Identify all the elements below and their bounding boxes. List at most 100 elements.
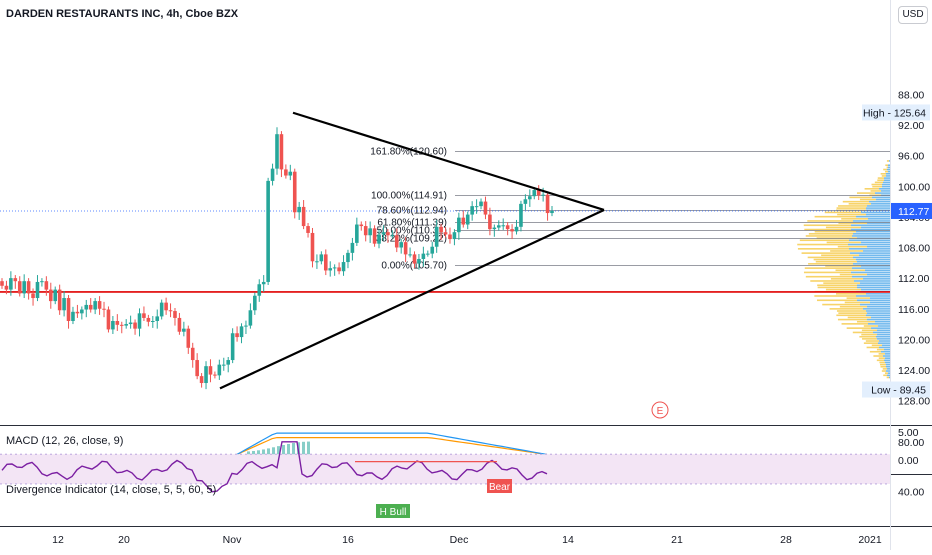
- volume-profile-bar: [808, 263, 853, 265]
- volume-profile-bar: [878, 342, 890, 344]
- volume-profile-bar: [881, 350, 890, 353]
- candle-body: [257, 284, 262, 296]
- volume-profile-bar: [863, 325, 878, 327]
- candle-body: [266, 180, 270, 282]
- candle-body: [248, 310, 253, 326]
- volume-profile-bar: [846, 327, 871, 329]
- candle-body: [457, 217, 461, 233]
- volume-profile-bar: [849, 239, 890, 242]
- volume-profile-bar: [884, 359, 890, 362]
- candle-body: [40, 281, 44, 283]
- fib-level-label: 61.80%(111.39): [377, 218, 447, 229]
- volume-profile-bar: [836, 207, 866, 209]
- candle-body: [48, 289, 53, 302]
- candle-body: [488, 214, 492, 230]
- volume-profile-bar: [871, 183, 882, 186]
- volume-profile-bar: [817, 284, 857, 287]
- volume-profile-bar: [805, 235, 852, 237]
- volume-profile-bar: [856, 230, 890, 233]
- price-tick-label: 88.00: [898, 89, 924, 101]
- candle-body: [523, 199, 528, 204]
- candle-body: [115, 321, 120, 325]
- volume-profile-bar: [882, 183, 890, 186]
- volume-profile-bar: [853, 256, 890, 259]
- volume-profile-bar: [886, 173, 890, 175]
- candle-body: [53, 289, 58, 302]
- candle-body: [102, 308, 106, 310]
- volume-profile-bar: [836, 293, 866, 295]
- volume-profile-bar: [873, 355, 883, 357]
- volume-profile-bar: [878, 353, 885, 355]
- volume-profile-bar: [861, 265, 890, 267]
- candle-body: [155, 316, 160, 321]
- volume-profile-bar: [877, 338, 890, 340]
- candle-body: [461, 217, 466, 225]
- candle-body: [204, 366, 208, 384]
- volume-profile-bar: [856, 320, 875, 323]
- volume-profile-bar: [882, 368, 887, 370]
- volume-profile-bar: [884, 179, 890, 182]
- volume-profile-bar: [884, 170, 888, 173]
- volume-profile-bar: [888, 372, 890, 374]
- volume-profile-bar: [867, 222, 890, 224]
- volume-profile-bar: [859, 335, 876, 338]
- volume-profile-bar: [799, 239, 849, 242]
- candle-body: [399, 242, 403, 248]
- volume-profile-bar: [851, 228, 890, 231]
- candle-body: [452, 232, 457, 240]
- volume-profile-bar: [866, 346, 879, 349]
- candle-body: [315, 261, 319, 263]
- volume-profile-bar: [854, 280, 890, 282]
- volume-profile-bar: [849, 248, 890, 250]
- candle-body: [394, 235, 399, 248]
- candle-body: [279, 134, 284, 170]
- volume-profile-bar: [862, 338, 877, 340]
- volume-profile-bar: [857, 286, 890, 289]
- fib-level-label: 100.00%(114.91): [371, 191, 447, 202]
- candle-body: [430, 246, 435, 254]
- candle-body: [26, 281, 31, 294]
- currency-button[interactable]: USD: [898, 6, 928, 24]
- candle-body: [13, 278, 18, 282]
- candle-body: [448, 234, 452, 240]
- candle-body: [301, 206, 306, 227]
- candle-body: [17, 281, 22, 294]
- candle-body: [306, 226, 310, 233]
- candle-body: [514, 226, 519, 232]
- volume-profile-bar: [880, 173, 886, 175]
- fib-level-label: 161.80%(120.60): [370, 147, 447, 158]
- volume-profile-bar: [871, 203, 890, 205]
- volume-profile-bar: [866, 213, 890, 216]
- candle-body: [505, 225, 510, 230]
- candle-body: [44, 281, 49, 290]
- volume-profile-bar: [842, 200, 869, 203]
- candle-body: [350, 242, 355, 253]
- volume-profile-bar: [875, 192, 890, 194]
- triangle-lower-line: [219, 208, 605, 390]
- volume-profile-bar: [836, 310, 866, 312]
- price-tick-label: 96.00: [898, 151, 924, 163]
- candle-body: [208, 366, 213, 375]
- volume-profile-bar: [836, 314, 866, 317]
- volume-profile-bar: [874, 181, 883, 184]
- volume-profile-bar: [866, 314, 890, 317]
- volume-profile-bar: [847, 316, 871, 319]
- candle-body: [341, 262, 346, 272]
- candle-body: [403, 242, 408, 255]
- volume-profile-bar: [876, 335, 890, 338]
- candle-body: [483, 201, 488, 215]
- volume-profile-bar: [883, 168, 887, 171]
- volume-profile-bar: [797, 248, 849, 250]
- candle-body: [532, 190, 537, 197]
- candle-body: [75, 311, 80, 314]
- candle-body: [0, 281, 4, 286]
- macd-tick-label: 0.00: [898, 455, 919, 467]
- volume-profile-bar: [857, 284, 890, 287]
- candle-body: [372, 228, 377, 244]
- volume-profile-bar: [861, 241, 890, 244]
- chart-title: DARDEN RESTAURANTS INC, 4h, Cboe BZX: [6, 8, 239, 20]
- candle-body: [465, 214, 470, 225]
- candle-body: [519, 203, 523, 227]
